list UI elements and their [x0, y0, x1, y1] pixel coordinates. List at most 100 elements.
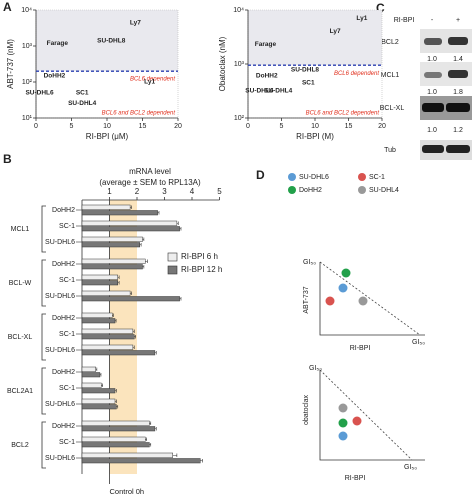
bar — [81, 420, 150, 426]
x-axis-label: RI-BPI (μM) — [86, 132, 129, 141]
dot — [341, 268, 351, 278]
category-label: SC-1 — [59, 331, 75, 338]
error-bar — [149, 443, 152, 447]
error-bar — [95, 367, 98, 371]
x-tick-label: 10 — [311, 123, 319, 130]
legend-label: SU-DHL6 — [299, 174, 329, 181]
x-tick-label: 4 — [190, 187, 195, 196]
quant-value: 1.8 — [453, 89, 463, 96]
dot — [338, 418, 348, 428]
category-label: SC-1 — [59, 385, 75, 392]
legend-dot — [288, 186, 296, 194]
point-label: Farage — [47, 40, 69, 47]
point-label: DoHH2 — [256, 73, 278, 80]
x-axis-label: RI-BPI (M) — [296, 132, 334, 141]
point-label: Ly1 — [356, 15, 367, 22]
group-label: BCL2A1 — [7, 388, 33, 395]
bar — [81, 436, 146, 442]
annotation: BCL6 dependent — [334, 71, 379, 77]
bar — [81, 210, 158, 216]
bar — [81, 388, 116, 394]
error-bar — [112, 313, 114, 317]
group-label: BCL2 — [11, 442, 29, 449]
x-tick-label: 10 — [103, 123, 111, 130]
quant-value: 1.2 — [453, 127, 463, 134]
dot — [338, 403, 348, 413]
group-bracket — [41, 313, 46, 361]
legend-label: RI-BPI 12 h — [181, 265, 222, 274]
category-label: DoHH2 — [52, 261, 75, 268]
point-label: SU-DHL4 — [68, 100, 97, 107]
y-tick-label: 10⁴ — [233, 7, 244, 14]
bar — [81, 458, 201, 464]
panel-label: C — [376, 1, 385, 15]
legend-label: SU-DHL4 — [369, 187, 399, 194]
bar — [81, 372, 101, 378]
error-bar — [117, 281, 120, 285]
bar — [81, 442, 150, 448]
y-axis-label: Obatoclax (nM) — [218, 36, 227, 91]
category-label: SU-DHL6 — [45, 239, 75, 246]
bar — [81, 264, 143, 270]
band — [424, 38, 442, 45]
error-bar — [149, 421, 152, 425]
point-label: Ly7 — [130, 20, 141, 27]
protein-label: Tub — [384, 147, 396, 154]
x-tick-label: 1 — [107, 187, 112, 196]
error-bar — [172, 453, 178, 457]
category-label: SU-DHL6 — [45, 347, 75, 354]
chart-subtitle: (average ± SEM to RPL13A) — [99, 178, 201, 187]
y-tick-label: 10³ — [22, 43, 33, 50]
western-blot: RI-BPI - + BCL2 1.0 1.4 MCL1 1.0 1.8 BCL… — [380, 17, 472, 160]
error-bar — [176, 221, 179, 225]
bar — [81, 290, 131, 296]
quant-value: 1.0 — [427, 127, 437, 134]
category-label: DoHH2 — [52, 207, 75, 214]
y-tick-label: 10² — [22, 79, 33, 86]
axis-label: obatoclax — [303, 395, 310, 425]
error-bar — [142, 265, 145, 269]
category-label: DoHH2 — [52, 315, 75, 322]
band — [446, 145, 470, 153]
legend-swatch — [167, 252, 178, 262]
point-label: Farage — [255, 41, 277, 48]
x-tick-label: 3 — [162, 187, 167, 196]
bar — [81, 204, 131, 210]
axis-label: RI-BPI — [345, 475, 366, 482]
y-axis-label: ABT-737 (nM) — [6, 39, 15, 89]
group-bracket — [41, 367, 46, 415]
category-label: DoHH2 — [52, 369, 75, 376]
dot — [338, 283, 348, 293]
reference-label: Control 0h — [110, 487, 145, 496]
legend-dot — [358, 186, 366, 194]
y-tick-label: 10⁴ — [21, 7, 32, 14]
point-label: SU-DHL6 — [25, 90, 54, 97]
band — [448, 37, 468, 45]
error-bar — [117, 275, 120, 279]
bar — [81, 452, 173, 458]
point-label: DoHH2 — [44, 72, 66, 79]
annotation: BCL6 and BCL2 dependent — [102, 111, 176, 117]
legend-swatch — [167, 265, 178, 275]
x-tick-label: 15 — [139, 123, 147, 130]
quant-value: 1.0 — [427, 89, 437, 96]
error-bar — [115, 319, 117, 323]
bar — [81, 398, 116, 404]
band — [422, 103, 444, 112]
quant-value: 1.4 — [453, 56, 463, 63]
x-tick-label: 5 — [70, 123, 74, 130]
legend-label: RI-BPI 6 h — [181, 252, 218, 261]
annotation: BCL6 dependent — [130, 77, 175, 83]
bar — [81, 426, 156, 432]
bar — [81, 226, 180, 232]
gi50-label: GI₅₀ — [404, 464, 417, 471]
bar — [81, 220, 178, 226]
x-tick-label: 15 — [345, 123, 353, 130]
treatment-label: RI-BPI — [394, 17, 415, 24]
category-label: SU-DHL6 — [45, 293, 75, 300]
point-label: SU-DHL8 — [291, 67, 320, 74]
error-bar — [132, 345, 135, 349]
dependent-region — [248, 10, 382, 66]
error-bar — [200, 459, 203, 463]
